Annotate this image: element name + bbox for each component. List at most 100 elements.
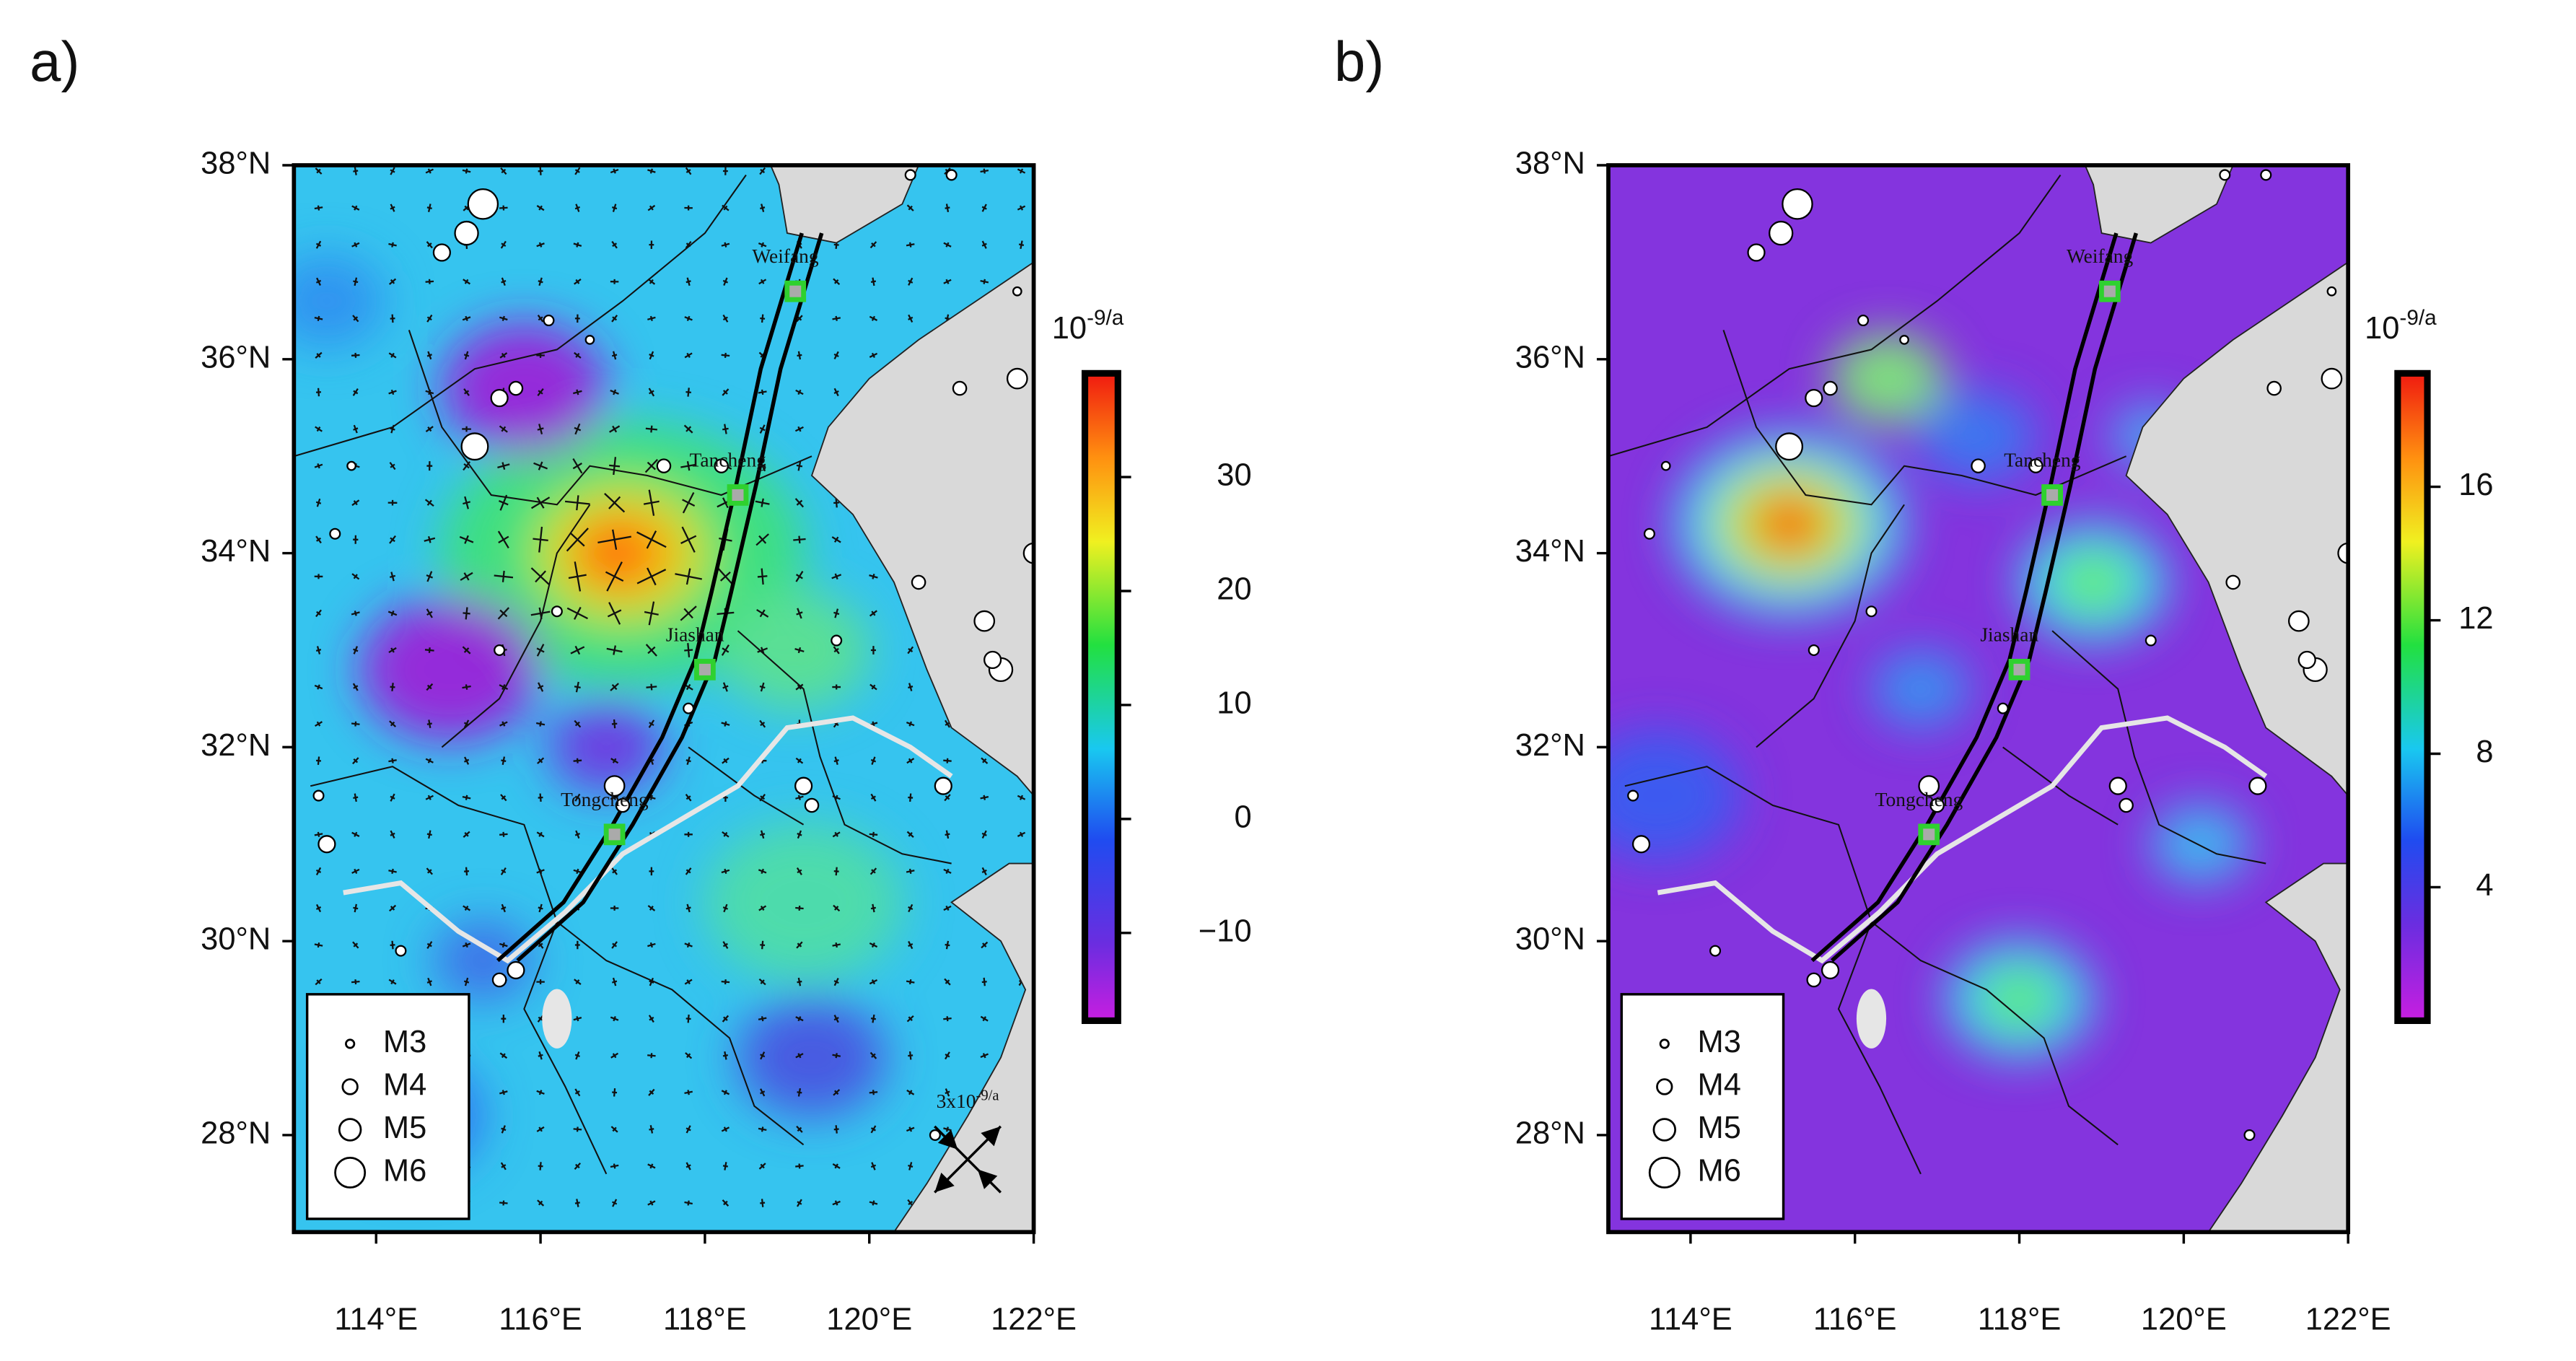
strain-cross <box>869 241 877 249</box>
strain-cross <box>426 351 432 360</box>
strain-cross <box>758 905 767 911</box>
strain-cross <box>611 719 618 729</box>
strain-cross <box>869 942 878 948</box>
strain-cross <box>981 867 987 876</box>
scale-base: 3x10 <box>937 1090 976 1112</box>
field-blob <box>1608 730 1740 862</box>
strain-cross <box>607 602 622 625</box>
strain-cross <box>760 940 766 950</box>
strain-cross <box>315 609 322 618</box>
strain-cross <box>352 757 359 765</box>
strain-cross <box>353 424 359 434</box>
earthquake <box>395 945 407 957</box>
strain-cross <box>870 793 877 802</box>
strain-cross <box>387 610 398 616</box>
strain-cross <box>685 1125 691 1134</box>
strain-cross <box>351 611 360 616</box>
strain-cross <box>353 793 359 802</box>
strain-cross <box>564 495 590 511</box>
city-label: Tancheng <box>690 449 767 471</box>
strain-cross <box>980 168 989 174</box>
field-blob <box>721 590 870 710</box>
city-marker <box>2008 658 2030 680</box>
strain-cross <box>315 721 323 727</box>
strain-cross <box>566 606 588 620</box>
strain-cross <box>611 351 618 360</box>
strain-cross <box>649 351 654 360</box>
strain-cross <box>755 533 769 546</box>
map-area <box>294 165 1034 1233</box>
strain-cross <box>647 204 656 211</box>
colorbar-tick-label: 12 <box>2458 601 2493 636</box>
strain-cross <box>795 389 804 395</box>
strain-cross <box>943 242 952 248</box>
earthquake <box>507 960 525 980</box>
earthquake <box>1806 972 1822 988</box>
province-border <box>310 766 805 1146</box>
strain-cross <box>675 568 703 585</box>
strain-cross <box>1018 240 1025 250</box>
strain-cross <box>722 167 728 175</box>
strain-cross <box>426 719 432 728</box>
strain-cross <box>315 240 322 249</box>
earthquake <box>794 776 813 795</box>
strain-cross <box>500 867 507 875</box>
strain-cross <box>648 388 655 397</box>
lat-tick-label: 36°N <box>1515 340 1585 375</box>
strain-cross <box>758 868 767 875</box>
strain-cross <box>501 756 507 766</box>
strain-cross <box>574 940 580 950</box>
field-blob <box>433 921 533 1000</box>
strain-cross <box>426 867 433 875</box>
lon-tick-label: 116°E <box>499 1302 582 1336</box>
strain-cross <box>388 868 397 874</box>
strain-cross <box>722 277 729 286</box>
strain-cross <box>610 683 619 691</box>
field-blobs <box>1608 332 2250 1059</box>
city-label: Jiashan <box>1980 623 2038 645</box>
strain-cross <box>388 389 397 395</box>
unit-exponent: -9/a <box>1087 306 1124 330</box>
strain-cross <box>610 389 619 395</box>
strain-cross <box>685 793 692 802</box>
legend-symbol <box>1656 1078 1673 1095</box>
strain-cross <box>537 1199 545 1207</box>
colorbar-tick-label: 4 <box>2476 868 2493 903</box>
strain-cross <box>684 352 693 359</box>
city-marker <box>603 823 626 846</box>
strain-cross <box>597 529 631 550</box>
strain-cross <box>610 1163 619 1169</box>
earthquake <box>1769 220 1794 246</box>
strain-cross <box>759 682 766 692</box>
city-label: Tancheng <box>2004 449 2081 471</box>
strain-cross <box>721 868 730 875</box>
lat-tick-label: 28°N <box>1515 1116 1585 1150</box>
strain-cross <box>352 941 359 949</box>
province-border <box>1608 174 2062 458</box>
earthquake <box>973 610 996 632</box>
strain-cross <box>945 1088 950 1097</box>
strain-cross <box>424 535 436 543</box>
strain-cross <box>353 277 359 286</box>
strain-cross <box>722 424 729 434</box>
legend-label: M4 <box>1698 1067 1741 1102</box>
strain-cross <box>462 315 471 321</box>
strain-cross <box>833 977 839 986</box>
strain-cross <box>722 757 730 764</box>
earthquake <box>2225 574 2241 590</box>
sea <box>893 862 1034 1233</box>
legend-symbol <box>1648 1156 1681 1189</box>
strain-cross <box>757 568 768 585</box>
strain-cross <box>685 756 691 766</box>
strain-cross <box>906 1089 915 1095</box>
earthquake <box>491 972 507 988</box>
strain-cross <box>722 1162 728 1170</box>
earthquake <box>2119 797 2134 813</box>
strain-cross <box>796 608 803 619</box>
strain-cross <box>685 277 691 286</box>
earthquake <box>1865 605 1878 618</box>
field-blob <box>1982 969 2057 1029</box>
strain-cross <box>906 979 915 985</box>
strain-cross <box>646 683 657 691</box>
